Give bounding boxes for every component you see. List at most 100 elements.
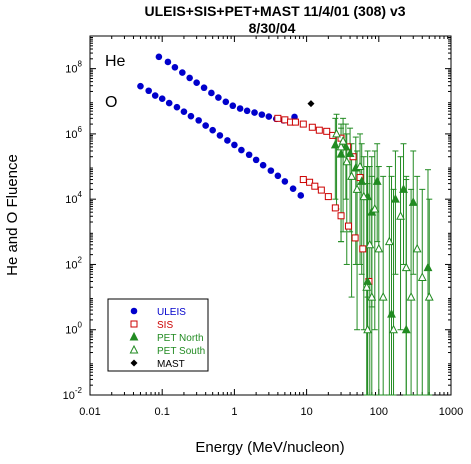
sis-point <box>315 126 323 134</box>
legend-label-uleis: ULEIS <box>157 307 186 318</box>
chart-subtitle: 8/30/04 <box>249 20 296 36</box>
uleis-point <box>297 192 305 199</box>
uleis-point <box>193 79 200 87</box>
x-tick-label: 100 <box>370 406 388 418</box>
pet-south-point <box>363 324 373 334</box>
uleis-point <box>186 74 193 82</box>
sis-point <box>274 114 282 122</box>
pet-north-point <box>357 176 367 185</box>
pet-north-point <box>423 262 433 272</box>
uleis-point <box>173 103 181 111</box>
chart-title: ULEIS+SIS+PET+MAST 11/4/01 (308) v3 <box>144 3 405 19</box>
legend-marker-sis <box>130 320 138 328</box>
pet-south-point <box>374 243 384 253</box>
uleis-point <box>216 132 224 139</box>
y-tick-base: 10 <box>65 194 77 206</box>
sis-point <box>306 178 314 186</box>
pet-south-point <box>365 239 375 249</box>
uleis-point <box>155 53 163 61</box>
uleis-point <box>259 161 267 169</box>
pet-north-point <box>391 194 400 203</box>
y-tick-label: 104 <box>65 190 82 206</box>
y-tick-exponent: 4 <box>78 190 83 199</box>
legend-marker-pet-south <box>129 344 139 354</box>
uleis-point <box>258 111 266 118</box>
legend: ULEIS SIS PET North PET South MAST <box>107 298 209 372</box>
uleis-point <box>243 107 251 115</box>
pet-south-point <box>424 291 434 301</box>
plot-area <box>89 35 452 396</box>
uleis-point <box>164 58 172 66</box>
y-tick-label: 100 <box>65 321 82 337</box>
uleis-point <box>158 95 166 102</box>
uleis-point <box>200 84 208 92</box>
legend-label-pet-south: PET South <box>157 346 205 357</box>
sis-point <box>359 245 367 253</box>
y-tick-base: 10 <box>65 325 77 337</box>
uleis-point <box>179 69 186 76</box>
sis-point <box>291 118 299 126</box>
pet-south-point <box>347 171 357 180</box>
uleis-point <box>151 92 159 99</box>
pet-south-point <box>359 191 369 201</box>
legend-marker-uleis <box>130 307 138 315</box>
pet-south-point <box>378 291 388 301</box>
uleis-point <box>180 108 188 115</box>
y-tick-exponent: 2 <box>78 255 83 264</box>
uleis-point <box>236 105 244 112</box>
uleis-point <box>281 178 289 185</box>
plot-border <box>89 35 452 396</box>
y-tick-label: 108 <box>65 60 82 76</box>
pet-south-point <box>362 282 372 291</box>
uleis-point <box>202 122 209 129</box>
y-tick-exponent: 0 <box>78 321 83 330</box>
mast-point <box>307 100 315 108</box>
y-tick-base: 10 <box>63 390 75 402</box>
y-tick-exponent: -2 <box>75 386 83 395</box>
pet-north-point <box>372 176 382 185</box>
sis-point <box>351 234 359 242</box>
uleis-point <box>222 98 230 106</box>
x-tick-label: 0.1 <box>155 406 170 418</box>
sis-point <box>281 116 289 124</box>
legend-label-sis: SIS <box>157 320 173 331</box>
annotation-o: O <box>105 94 117 111</box>
y-tick-label: 10-2 <box>63 386 83 402</box>
uleis-point <box>238 146 245 154</box>
legend-marker-pet-north <box>129 331 139 341</box>
legend-label-pet-north: PET North <box>157 333 204 344</box>
uleis-point <box>229 102 237 110</box>
pet-south-point <box>389 324 398 334</box>
x-tick-label: 1 <box>231 406 237 418</box>
x-axis-label: Energy (MeV/nucleon) <box>195 439 344 456</box>
uleis-point <box>209 126 216 134</box>
sis-point <box>299 120 307 128</box>
legend-marker-mast <box>130 359 138 367</box>
pet-north-point <box>336 149 346 158</box>
uleis-point <box>245 151 253 159</box>
pet-south-point <box>406 291 416 301</box>
sis-point <box>331 204 339 212</box>
uleis-point <box>251 109 258 116</box>
sis-point <box>317 186 325 194</box>
pet-north-point <box>330 139 340 149</box>
x-tick-label: 0.01 <box>79 406 100 418</box>
annotation-he: He <box>105 53 126 70</box>
uleis-point <box>208 89 215 97</box>
data-points <box>137 53 434 334</box>
pet-south-point <box>412 243 422 253</box>
uleis-point <box>265 113 273 120</box>
legend-label-mast: MAST <box>157 359 185 370</box>
x-tick-label: 1000 <box>439 406 463 418</box>
sis-point <box>311 182 319 190</box>
uleis-point <box>195 117 202 124</box>
y-tick-label: 106 <box>65 125 82 141</box>
y-tick-label: 102 <box>65 255 82 271</box>
uleis-point <box>137 82 144 90</box>
uleis-point <box>274 172 282 180</box>
sis-point <box>308 123 316 131</box>
uleis-point <box>267 167 275 174</box>
pet-south-point <box>384 236 394 246</box>
